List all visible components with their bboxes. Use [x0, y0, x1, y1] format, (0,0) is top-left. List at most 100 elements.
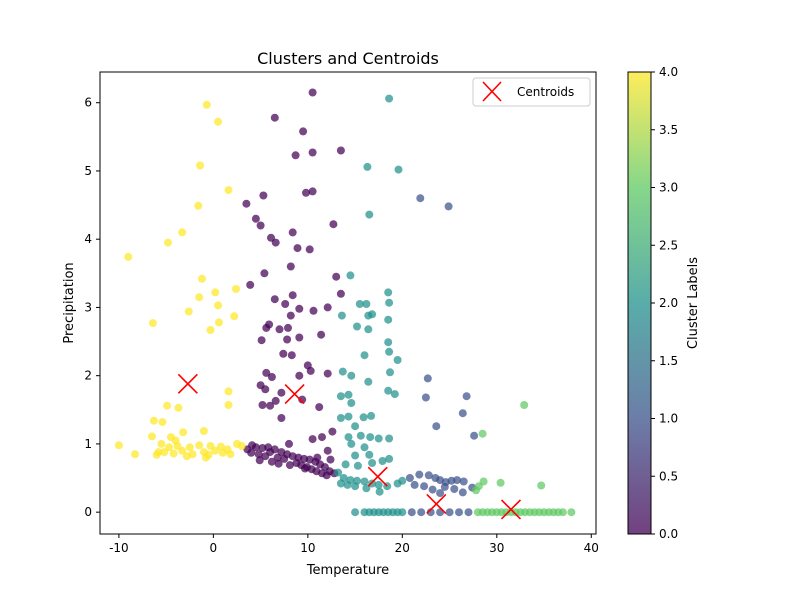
- point-cluster-1: [410, 480, 419, 489]
- y-axis: 0 1 2 3 4 5 6: [84, 96, 100, 519]
- point-cluster-0: [246, 280, 255, 289]
- legend-label-centroids: Centroids: [517, 85, 574, 99]
- point-cluster-0: [267, 373, 276, 381]
- point-cluster-2: [374, 434, 383, 443]
- point-cluster-1: [432, 422, 441, 431]
- point-cluster-2: [378, 457, 387, 465]
- point-cluster-0: [280, 454, 289, 463]
- x-tick-label: 10: [300, 541, 315, 555]
- point-cluster-2: [334, 468, 343, 477]
- y-tick-label: 4: [84, 232, 92, 246]
- point-cluster-0: [271, 396, 280, 405]
- point-cluster-2: [384, 338, 393, 347]
- point-cluster-2: [360, 477, 369, 486]
- chart-title: Clusters and Centroids: [257, 49, 439, 68]
- point-cluster-4: [216, 442, 225, 451]
- point-cluster-2: [394, 165, 403, 174]
- point-cluster-4: [224, 387, 233, 396]
- point-cluster-2: [344, 412, 353, 421]
- point-cluster-0: [306, 366, 315, 375]
- point-cluster-4: [199, 427, 208, 435]
- y-tick-label: 2: [84, 369, 92, 383]
- point-cluster-2: [347, 371, 356, 380]
- point-cluster-4: [196, 161, 205, 170]
- point-cluster-4: [158, 418, 167, 427]
- point-cluster-1: [416, 194, 425, 203]
- point-cluster-0: [299, 127, 308, 136]
- point-cluster-0: [262, 368, 271, 377]
- point-cluster-1: [436, 489, 445, 498]
- point-cluster-4: [160, 448, 169, 457]
- point-cluster-0: [247, 448, 256, 457]
- point-cluster-0: [271, 238, 280, 247]
- point-cluster-2: [374, 480, 383, 489]
- x-tick-label: 0: [210, 541, 218, 555]
- point-cluster-0: [295, 371, 304, 380]
- point-cluster-0: [309, 306, 318, 315]
- point-cluster-1: [470, 431, 479, 440]
- point-cluster-2: [384, 288, 393, 297]
- colorbar-tick-label: 3.5: [659, 123, 678, 137]
- point-cluster-1: [444, 202, 453, 211]
- point-cluster-3: [478, 429, 487, 438]
- point-cluster-0: [242, 199, 251, 208]
- point-cluster-0: [288, 291, 297, 300]
- point-cluster-1: [458, 409, 467, 418]
- point-cluster-0: [308, 148, 317, 157]
- x-tick-label: 20: [395, 541, 410, 555]
- point-cluster-1: [417, 508, 426, 517]
- centroid-marker-4: [500, 499, 522, 520]
- colorbar-label: Cluster Labels: [686, 257, 701, 349]
- point-cluster-4: [184, 307, 193, 316]
- x-tick-label: -10: [109, 541, 129, 555]
- point-cluster-3: [496, 478, 505, 487]
- point-cluster-2: [365, 210, 374, 219]
- centroid-marker-0: [177, 373, 198, 394]
- point-cluster-4: [148, 432, 156, 441]
- point-cluster-1: [458, 488, 467, 497]
- point-cluster-0: [266, 401, 275, 410]
- colorbar-tick-label: 1.5: [659, 354, 678, 368]
- point-cluster-2: [359, 413, 368, 422]
- point-cluster-1: [453, 476, 462, 485]
- point-cluster-4: [211, 446, 220, 455]
- point-cluster-2: [385, 94, 394, 103]
- point-cluster-2: [344, 390, 353, 399]
- point-cluster-1: [462, 392, 471, 401]
- plot-area: [114, 88, 576, 520]
- point-cluster-0: [293, 244, 302, 253]
- point-cluster-4: [201, 453, 210, 462]
- point-cluster-3: [567, 508, 576, 517]
- point-cluster-0: [336, 146, 345, 155]
- point-cluster-2: [353, 322, 361, 331]
- point-cluster-4: [214, 117, 223, 126]
- point-cluster-2: [363, 162, 372, 171]
- point-cluster-4: [215, 318, 223, 327]
- point-cluster-0: [323, 369, 332, 378]
- point-cluster-0: [274, 459, 283, 468]
- point-cluster-2: [347, 439, 356, 448]
- point-cluster-0: [259, 191, 268, 200]
- point-cluster-0: [277, 414, 286, 422]
- point-cluster-0: [301, 464, 309, 473]
- point-cluster-0: [305, 245, 314, 254]
- point-cluster-4: [114, 441, 123, 450]
- legend: Centroids: [472, 77, 591, 107]
- point-cluster-2: [368, 479, 377, 488]
- point-cluster-0: [295, 333, 304, 342]
- point-cluster-4: [164, 238, 172, 247]
- point-cluster-0: [308, 187, 317, 196]
- point-cluster-4: [224, 186, 233, 195]
- point-cluster-1: [445, 508, 454, 517]
- colorbar-tick-label: 2.0: [659, 296, 678, 310]
- point-cluster-2: [344, 433, 353, 442]
- colorbar-tick-label: 2.5: [659, 238, 678, 252]
- point-cluster-2: [368, 459, 377, 467]
- point-cluster-2: [336, 392, 345, 401]
- point-cluster-4: [148, 319, 157, 328]
- point-cluster-0: [286, 311, 295, 320]
- point-cluster-4: [198, 274, 206, 283]
- point-cluster-0: [291, 151, 300, 160]
- point-cluster-2: [385, 434, 394, 443]
- point-cluster-0: [251, 443, 260, 452]
